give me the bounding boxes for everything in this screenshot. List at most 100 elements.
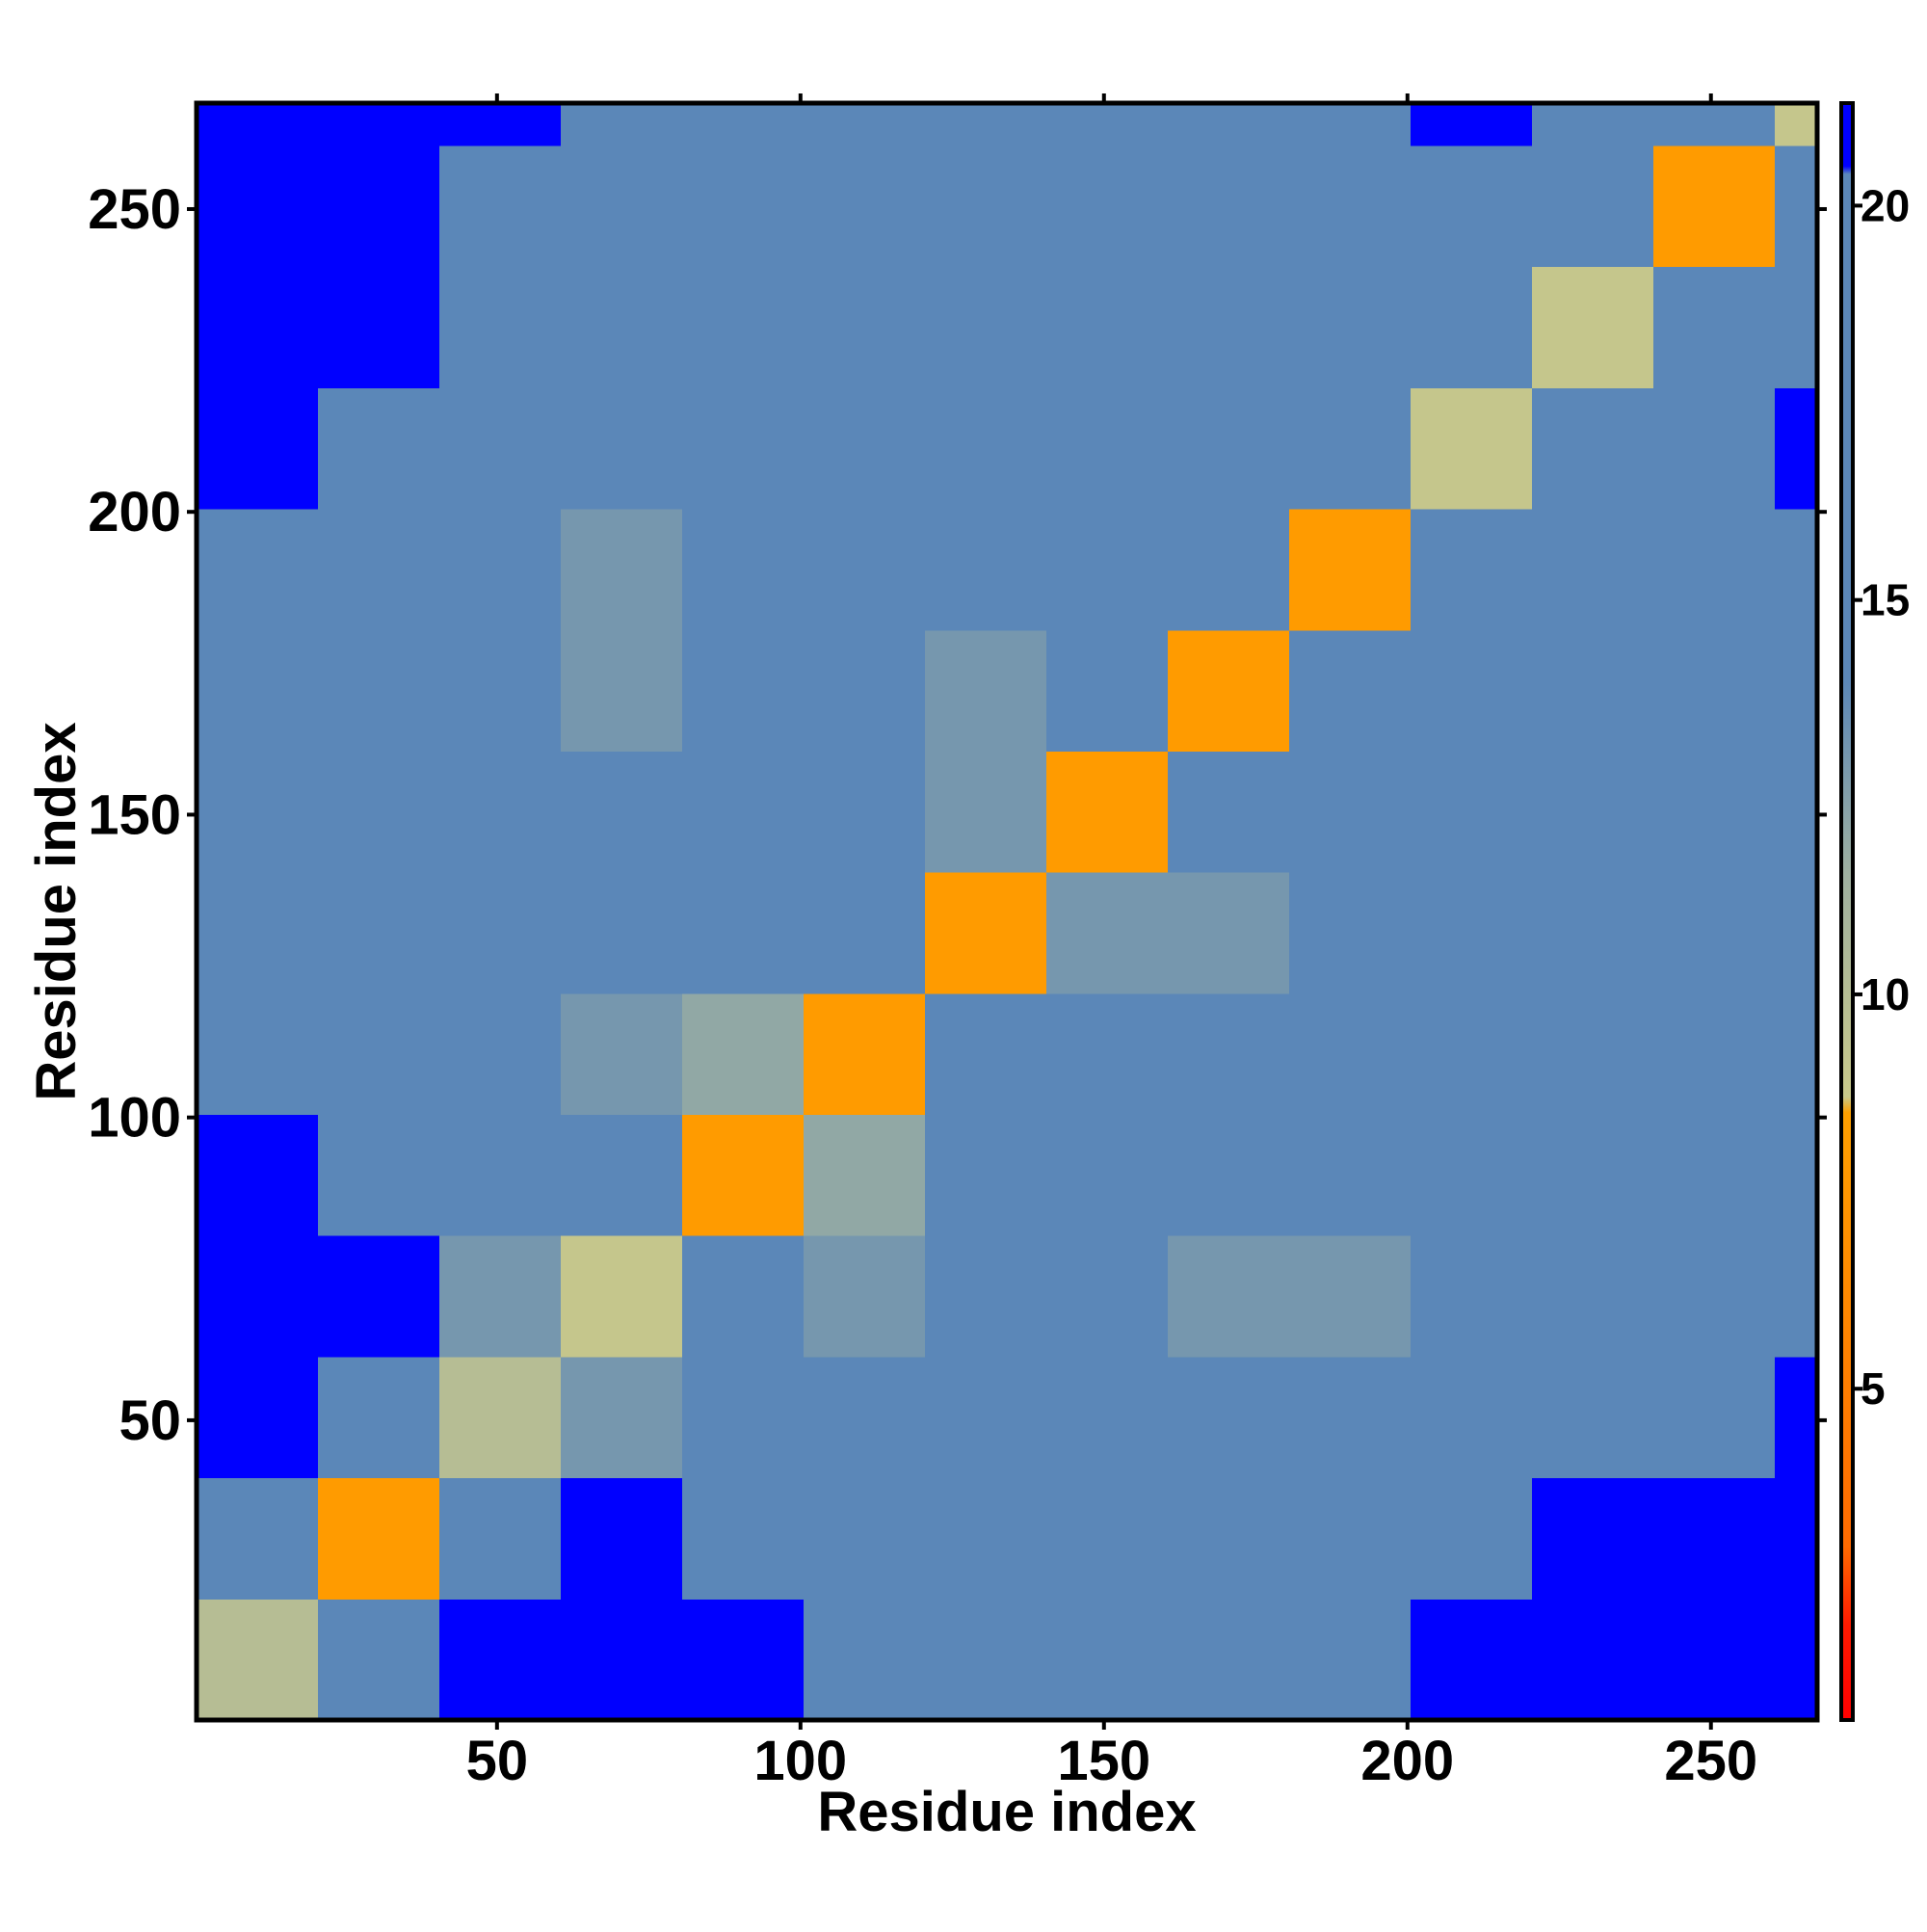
heatmap-cell (317, 145, 440, 268)
heatmap-cell (1045, 629, 1169, 752)
x-tick-label: 100 (753, 1730, 847, 1792)
y-tick-label: 50 (119, 1389, 181, 1452)
heatmap-cell (438, 1114, 562, 1236)
heatmap-cell (1410, 1114, 1533, 1236)
heatmap-cell (1167, 266, 1290, 388)
heatmap-cell (924, 145, 1047, 268)
heatmap-cell (1045, 1114, 1169, 1236)
heatmap-cell (1531, 751, 1654, 873)
heatmap-cell (1531, 1356, 1654, 1479)
heatmap-cell (1774, 266, 1818, 388)
heatmap-cell (317, 1235, 440, 1358)
heatmap-cell (803, 1356, 926, 1479)
heatmap-cell (1410, 266, 1533, 388)
heatmap-cell (1288, 266, 1412, 388)
heatmap-cell (1288, 1114, 1412, 1236)
heatmap-cell (1288, 1235, 1412, 1358)
heatmap-cell (438, 266, 562, 388)
heatmap-cell (1774, 509, 1818, 631)
heatmap-cell (1652, 629, 1776, 752)
heatmap-cell (1167, 629, 1290, 752)
heatmap-cell (317, 872, 440, 994)
heatmap-cell (1652, 1599, 1776, 1721)
heatmap-cell (1774, 629, 1818, 752)
heatmap-cell (803, 509, 926, 631)
heatmap-cell (924, 387, 1047, 510)
plot-frame (194, 100, 1820, 1723)
heatmap-cell (1045, 751, 1169, 873)
heatmap-cell (197, 1356, 319, 1479)
heatmap-cell (197, 872, 319, 994)
heatmap-cell (803, 103, 926, 146)
heatmap-cell (803, 751, 926, 873)
heatmap-cell (1774, 751, 1818, 873)
heatmap-cell (681, 145, 805, 268)
heatmap-cell (317, 387, 440, 510)
heatmap-cell (1652, 145, 1776, 268)
heatmap-cell (197, 1477, 319, 1600)
heatmap-cell (1652, 872, 1776, 994)
heatmap-cell (560, 1477, 683, 1600)
heatmap-cell (924, 266, 1047, 388)
heatmap-cell (803, 1477, 926, 1600)
heatmap-cell (1652, 1477, 1776, 1600)
heatmap-cell (438, 1599, 562, 1721)
heatmap-cell (924, 629, 1047, 752)
heatmap-cell (1531, 629, 1654, 752)
heatmap-cell (197, 509, 319, 631)
heatmap-cell (1045, 509, 1169, 631)
heatmap-cell (1531, 1477, 1654, 1600)
heatmap-cell (1531, 992, 1654, 1116)
heatmap-cell (1167, 103, 1290, 146)
heatmap-cell (924, 1477, 1047, 1600)
x-tick-label: 150 (1057, 1730, 1150, 1792)
heatmap-cell (1652, 1235, 1776, 1358)
heatmap-cell (1167, 872, 1290, 994)
heatmap-cell (438, 751, 562, 873)
heatmap-cell (1167, 1235, 1290, 1358)
heatmap-cell (1410, 1235, 1533, 1358)
heatmap-cell (317, 1477, 440, 1600)
heatmap-cell (1167, 509, 1290, 631)
colorbar-tick-label: 15 (1861, 575, 1910, 625)
heatmap-cell (1288, 992, 1412, 1116)
heatmap-cell (560, 509, 683, 631)
heatmap-cell (438, 103, 562, 146)
heatmap-cell (803, 1599, 926, 1721)
heatmap-cell (1531, 1599, 1654, 1721)
heatmap-cell (803, 629, 926, 752)
heatmap-cell (1774, 1599, 1818, 1721)
heatmap-cell (1531, 509, 1654, 631)
heatmap-cell (924, 1114, 1047, 1236)
heatmap-cell (560, 1356, 683, 1479)
heatmap (197, 103, 1818, 1721)
heatmap-cell (560, 145, 683, 268)
heatmap-cell (438, 872, 562, 994)
heatmap-cell (1774, 1477, 1818, 1600)
heatmap-cell (1410, 751, 1533, 873)
heatmap-cell (1167, 992, 1290, 1116)
heatmap-cell (803, 1235, 926, 1358)
heatmap-cell (681, 629, 805, 752)
heatmap-cell (1045, 145, 1169, 268)
heatmap-cell (1410, 103, 1533, 146)
heatmap-cell (1774, 872, 1818, 994)
heatmap-cell (1410, 992, 1533, 1116)
heatmap-cell (1167, 1477, 1290, 1600)
heatmap-cell (317, 751, 440, 873)
heatmap-cell (924, 103, 1047, 146)
heatmap-cell (681, 103, 805, 146)
heatmap-cell (1288, 751, 1412, 873)
heatmap-cell (1288, 629, 1412, 752)
heatmap-cell (560, 387, 683, 510)
heatmap-cell (197, 1599, 319, 1721)
heatmap-cell (681, 1477, 805, 1600)
heatmap-cell (1531, 872, 1654, 994)
heatmap-cell (681, 266, 805, 388)
heatmap-cell (681, 1235, 805, 1358)
x-tick-label: 50 (466, 1730, 529, 1792)
heatmap-cell (197, 145, 319, 268)
heatmap-cell (1288, 387, 1412, 510)
heatmap-cell (1167, 1114, 1290, 1236)
heatmap-cell (438, 387, 562, 510)
